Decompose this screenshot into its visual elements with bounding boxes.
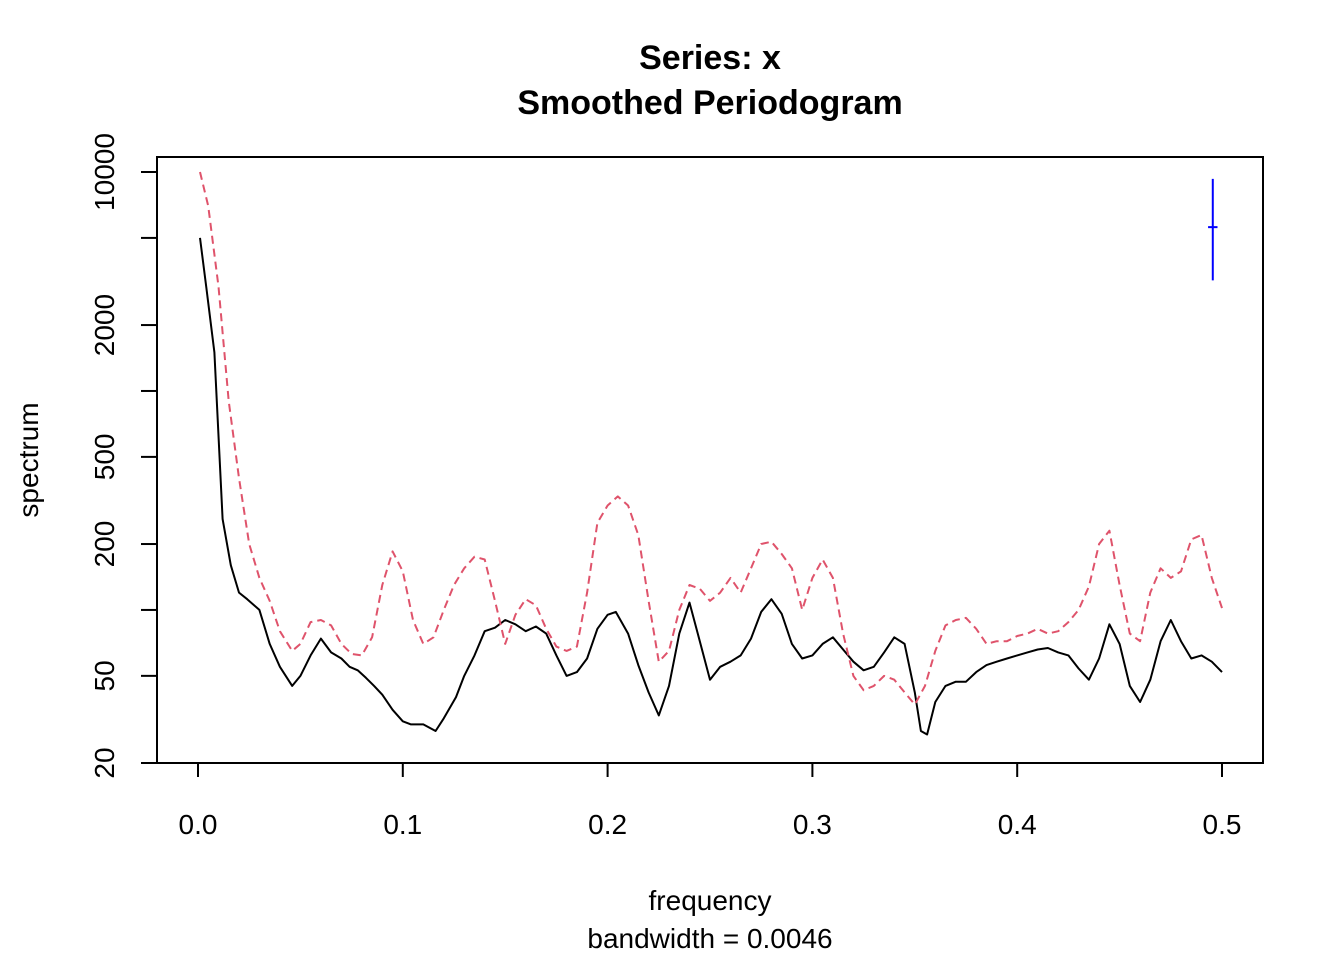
x-tick-label: 0.1 (383, 809, 422, 840)
y-tick-label: 10000 (89, 133, 120, 211)
y-tick-label: 50 (89, 660, 120, 691)
y-axis: 20 50 200 500 2000 10000 (89, 133, 158, 779)
bandwidth-marker (1208, 178, 1218, 281)
y-tick-label: 200 (89, 521, 120, 568)
x-tick-label: 0.3 (793, 809, 832, 840)
x-axis-label: frequency (649, 885, 772, 916)
x-tick-label: 0.5 (1203, 809, 1242, 840)
y-axis-label: spectrum (13, 402, 44, 517)
chart-subtitle: Smoothed Periodogram (517, 84, 902, 122)
x-axis: 0.0 0.1 0.2 0.3 0.4 0.5 (179, 762, 1242, 840)
series-layer (199, 171, 1223, 736)
x-tick-label: 0.2 (588, 809, 627, 840)
x-axis-sublabel: bandwidth = 0.0046 (587, 923, 832, 954)
x-tick-label: 0.4 (998, 809, 1037, 840)
plot-frame (156, 156, 1264, 764)
y-tick-label: 20 (89, 747, 120, 778)
y-tick-label: 500 (89, 434, 120, 481)
x-tick-label: 0.0 (179, 809, 218, 840)
series-line-2 (199, 171, 1223, 706)
y-tick-label: 2000 (89, 294, 120, 356)
chart-title: Series: x (639, 39, 781, 77)
series-line-1 (199, 237, 1223, 736)
